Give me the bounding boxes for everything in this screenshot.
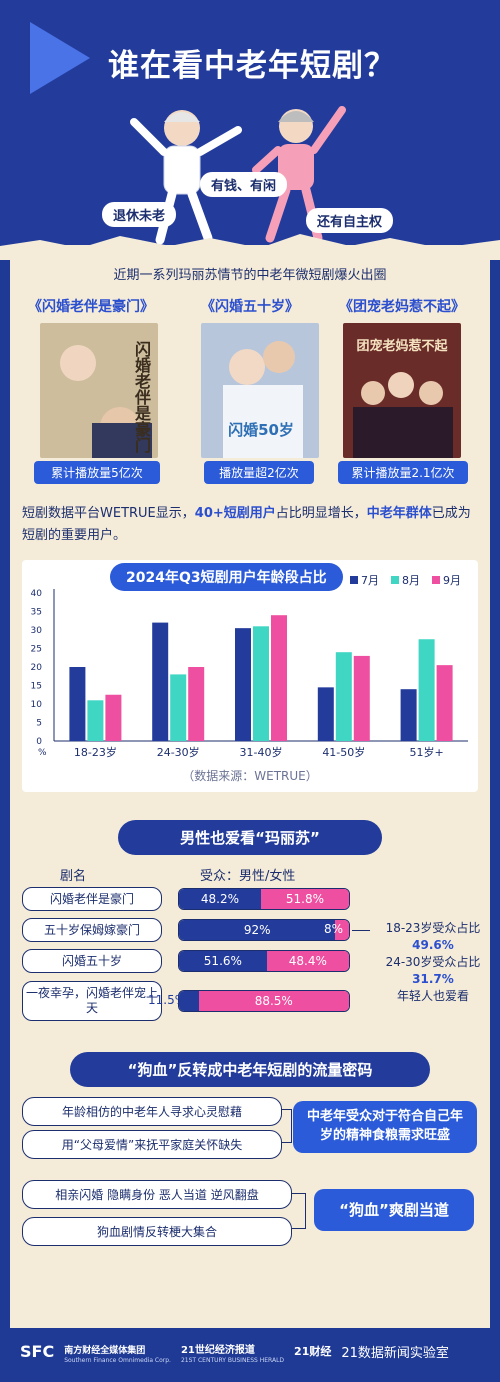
sfc-name: 南方财经全媒体集团 Southern Finance Omnimedia Corp… [64, 1346, 171, 1364]
herald-name: 21世纪经济报道 21ST CENTURY BUSINESS HERALD [180, 1345, 285, 1364]
female-segment: 88.5% [198, 991, 349, 1011]
connector-line [352, 930, 370, 931]
bar-9月-51岁+ [436, 665, 453, 741]
y-tick-label: 25 [31, 645, 42, 655]
drama-title-1: 《闪婚老伴是豪门》 [28, 299, 154, 315]
reason-1: 年龄相仿的中老年人寻求心灵慰藉 [22, 1097, 282, 1126]
y-tick-label: 40 [31, 589, 43, 599]
sfc-logo: SFC [20, 1341, 55, 1361]
bar-7月-18-23岁 [69, 667, 86, 741]
y-tick-label: 5 [36, 719, 42, 729]
bracket [282, 1109, 292, 1143]
gender-banner: 男性也爱看“玛丽苏” [118, 820, 382, 855]
bar-9月-41-50岁 [353, 655, 370, 741]
y-tick-label: 0 [36, 737, 42, 747]
legend-item-jul: 7月 [350, 572, 379, 588]
y-tick-label: 35 [31, 608, 42, 618]
y-tick-label: 10 [31, 700, 43, 710]
data-lab-logo: 21数据新闻实验室 [341, 1345, 449, 1361]
tag-autonomy: 还有自主权 [306, 208, 394, 233]
reason-2: 用“父母爱情”来抚平家庭关怀缺失 [22, 1130, 282, 1159]
bar-8月-31-40岁 [253, 626, 269, 741]
drama-stat-3: 累计播放量2.1亿次 [338, 461, 468, 484]
bracket [292, 1193, 306, 1229]
female-segment [335, 920, 349, 940]
x-tick-label: 51岁+ [409, 745, 443, 759]
torn-edge [0, 234, 500, 260]
x-tick-label: 24-30岁 [157, 745, 200, 759]
drama-poster-3: 团宠老妈惹不起 [343, 323, 461, 458]
y-tick-label: 15 [31, 682, 42, 692]
bar-8月-41-50岁 [335, 652, 352, 741]
bar-7月-41-50岁 [317, 687, 334, 741]
y-unit-label: % [38, 748, 47, 758]
chart-source: （数据来源：WETRUE） [182, 769, 318, 783]
drama-name-box: 闪婚老伴是豪门 [22, 887, 162, 911]
bar-9月-31-40岁 [271, 615, 287, 741]
drama-stat-1: 累计播放量5亿次 [34, 461, 160, 484]
bar-7月-51岁+ [400, 689, 417, 741]
x-tick-label: 41-50岁 [322, 745, 365, 759]
reason-3: 相亲闪婚 隐瞒身份 恶人当道 逆风翻盘 [22, 1180, 292, 1209]
bar-7月-31-40岁 [235, 628, 251, 741]
bar-9月-18-23岁 [105, 694, 122, 741]
male-segment: 48.2% [179, 889, 261, 909]
gender-ratio-bar: 92% [178, 919, 350, 941]
legend-swatch [391, 576, 399, 584]
male-segment: 92% [179, 920, 336, 940]
female-label: 8% [324, 922, 344, 936]
gender-ratio-bar: 88.5% [178, 990, 350, 1012]
intro-paragraph: 短剧数据平台WETRUE显示，40+短剧用户占比明显增长，中老年群体已成为短剧的… [22, 506, 471, 543]
female-segment: 48.4% [266, 951, 349, 971]
reasons-banner: “狗血”反转成中老年短剧的流量密码 [70, 1052, 430, 1087]
chart-title: 2024年Q3短剧用户年龄段占比 [110, 563, 343, 591]
drama-poster-2: 闪婚50岁 [201, 323, 319, 458]
legend-item-aug: 8月 [391, 572, 420, 588]
age-bar-chart: 0 5 10 15 20 25 30 35 40% 18-23岁 24-30岁 31-40岁 41-50… [31, 589, 468, 759]
x-tick-label: 18-23岁 [74, 745, 117, 759]
reason-4: 狗血剧情反转梗大集合 [22, 1217, 292, 1246]
legend-swatch [432, 576, 440, 584]
conclusion-2: “狗血”爽剧当道 [314, 1189, 474, 1231]
male-label: 11.5% [148, 993, 187, 1007]
intro-subtitle: 近期一系列玛丽苏情节的中老年微短剧爆火出圈 [113, 268, 387, 283]
bar-8月-24-30岁 [170, 674, 187, 741]
drama-title-3: 《团宠老妈惹不起》 [339, 299, 465, 315]
page-title: 谁在看中老年短剧？ [108, 48, 396, 84]
x-tick-label: 31-40岁 [240, 745, 283, 759]
drama-name-box: 闪婚五十岁 [22, 949, 162, 973]
bar-7月-24-30岁 [152, 622, 169, 741]
conclusion-1: 中老年受众对于符合自己年岁的精神食粮需求旺盛 [293, 1101, 477, 1153]
y-tick-label: 30 [31, 626, 43, 636]
col-drama-name: 剧名 [60, 869, 87, 884]
drama-poster-1: 闪婚老伴是豪门 [40, 323, 158, 458]
play-icon [30, 22, 90, 94]
y-tick-label: 20 [31, 663, 43, 673]
drama-name-box: 五十岁保姆嫁豪门 [22, 918, 162, 942]
bar-9月-24-30岁 [188, 667, 205, 741]
gender-ratio-bar: 48.2% 51.8% [178, 888, 350, 910]
footer [0, 1330, 500, 1382]
female-segment: 51.8% [260, 889, 349, 909]
tag-retired: 退休未老 [102, 202, 177, 227]
col-gender-ratio: 受众：男性/女性 [200, 869, 296, 884]
legend-swatch [350, 576, 358, 584]
male-segment [179, 991, 199, 1011]
male-segment: 51.6% [179, 951, 267, 971]
bar-8月-18-23岁 [87, 700, 104, 741]
bar-8月-51岁+ [418, 639, 435, 741]
drama-title-2: 《闪婚五十岁》 [201, 299, 299, 315]
gender-ratio-bar: 51.6% 48.4% [178, 950, 350, 972]
drama-stat-2: 播放量超2亿次 [204, 461, 314, 484]
legend-item-sep: 9月 [432, 572, 461, 588]
drama-name-box: 一夜幸孕，闪婚老伴宠上天 [22, 981, 162, 1021]
tag-rich-leisure: 有钱、有闲 [200, 172, 288, 197]
21caijing-logo: 21财经 [294, 1345, 332, 1358]
chart-legend: 7月 8月 9月 [350, 572, 461, 588]
footer-logos: SFC 南方财经全媒体集团 Southern Finance Omnimedia … [20, 1338, 449, 1365]
young-audience-note: 18-23岁受众占比 49.6% 24-30岁受众占比 31.7% 年轻人也爱看 [385, 921, 481, 1003]
